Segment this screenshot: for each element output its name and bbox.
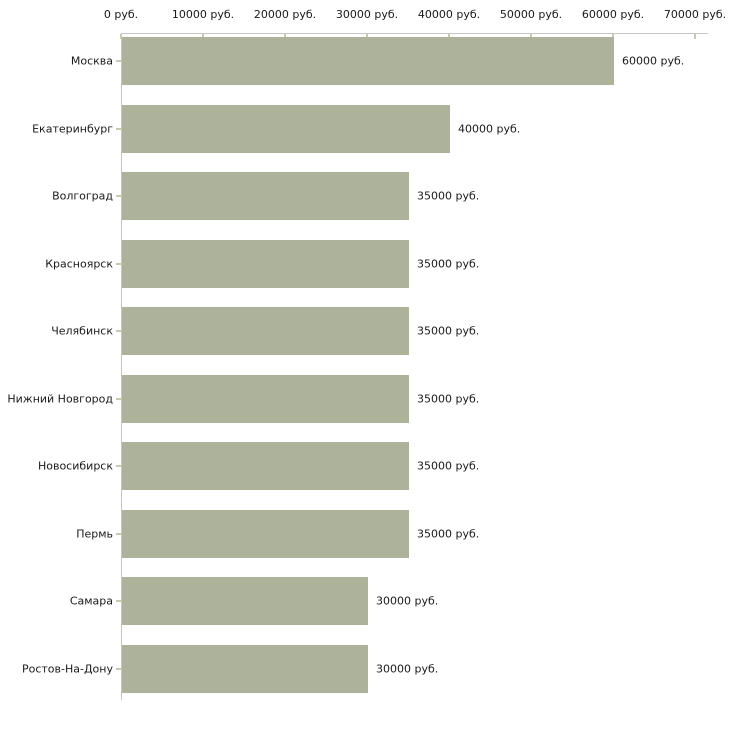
category-label: Москва (70, 54, 113, 68)
x-axis-tick-mark (120, 34, 122, 39)
category-label: Красноярск (45, 257, 113, 270)
category-tick-mark (116, 330, 121, 332)
category-tick-mark (116, 262, 121, 265)
x-axis-tick-label: 70000 руб. (663, 8, 727, 21)
bar (122, 172, 409, 220)
value-label: 40000 руб. (458, 122, 521, 135)
x-axis-tick-mark (694, 34, 696, 39)
value-label: 35000 руб. (417, 459, 480, 473)
value-label: 35000 руб. (417, 392, 480, 405)
value-label: 35000 руб. (417, 189, 480, 203)
bar (122, 37, 614, 85)
bar (122, 374, 409, 423)
category-tick-mark (116, 600, 121, 602)
category-label: Нижний Новгород (7, 392, 113, 405)
bar (122, 509, 409, 558)
value-label: 35000 руб. (417, 257, 480, 270)
category-tick-mark (116, 667, 121, 670)
bar (122, 442, 409, 490)
x-axis-tick-label: 20000 руб. (253, 8, 317, 21)
category-tick-mark (116, 465, 121, 467)
value-label: 35000 руб. (417, 527, 480, 540)
value-label: 60000 руб. (622, 54, 685, 68)
category-label: Пермь (76, 527, 113, 540)
bar (122, 239, 409, 288)
x-axis-tick-mark (366, 34, 368, 39)
x-axis-tick-label: 30000 руб. (335, 8, 399, 21)
category-tick-mark (116, 532, 121, 535)
x-axis-tick-mark (530, 34, 532, 39)
category-label: Новосибирск (37, 459, 113, 473)
value-label: 30000 руб. (376, 594, 439, 608)
category-label: Ростов-На-Дону (21, 662, 113, 675)
category-label: Волгоград (52, 189, 113, 203)
bar (122, 644, 368, 693)
x-axis-tick-mark (612, 34, 614, 39)
x-axis-tick-label: 0 руб. (103, 8, 139, 21)
category-tick-mark (116, 397, 121, 400)
x-axis-tick-mark (284, 34, 286, 39)
category-label: Челябинск (51, 324, 113, 338)
category-label: Самара (69, 594, 113, 608)
category-tick-mark (116, 127, 121, 130)
category-tick-mark (116, 195, 121, 197)
category-label: Екатеринбург (32, 122, 113, 135)
x-axis-line (121, 33, 708, 34)
x-axis-tick-mark (202, 34, 204, 39)
x-axis-tick-label: 60000 руб. (581, 8, 645, 21)
value-label: 35000 руб. (417, 324, 480, 338)
value-label: 30000 руб. (376, 662, 439, 675)
x-axis-tick-label: 50000 руб. (499, 8, 563, 21)
x-axis-tick-label: 40000 руб. (417, 8, 481, 21)
bar (122, 104, 450, 153)
category-tick-mark (116, 60, 121, 62)
x-axis-tick-mark (448, 34, 450, 39)
x-axis-tick-label: 10000 руб. (171, 8, 235, 21)
bar (122, 577, 368, 625)
y-axis-line (121, 33, 122, 700)
bar (122, 307, 409, 355)
